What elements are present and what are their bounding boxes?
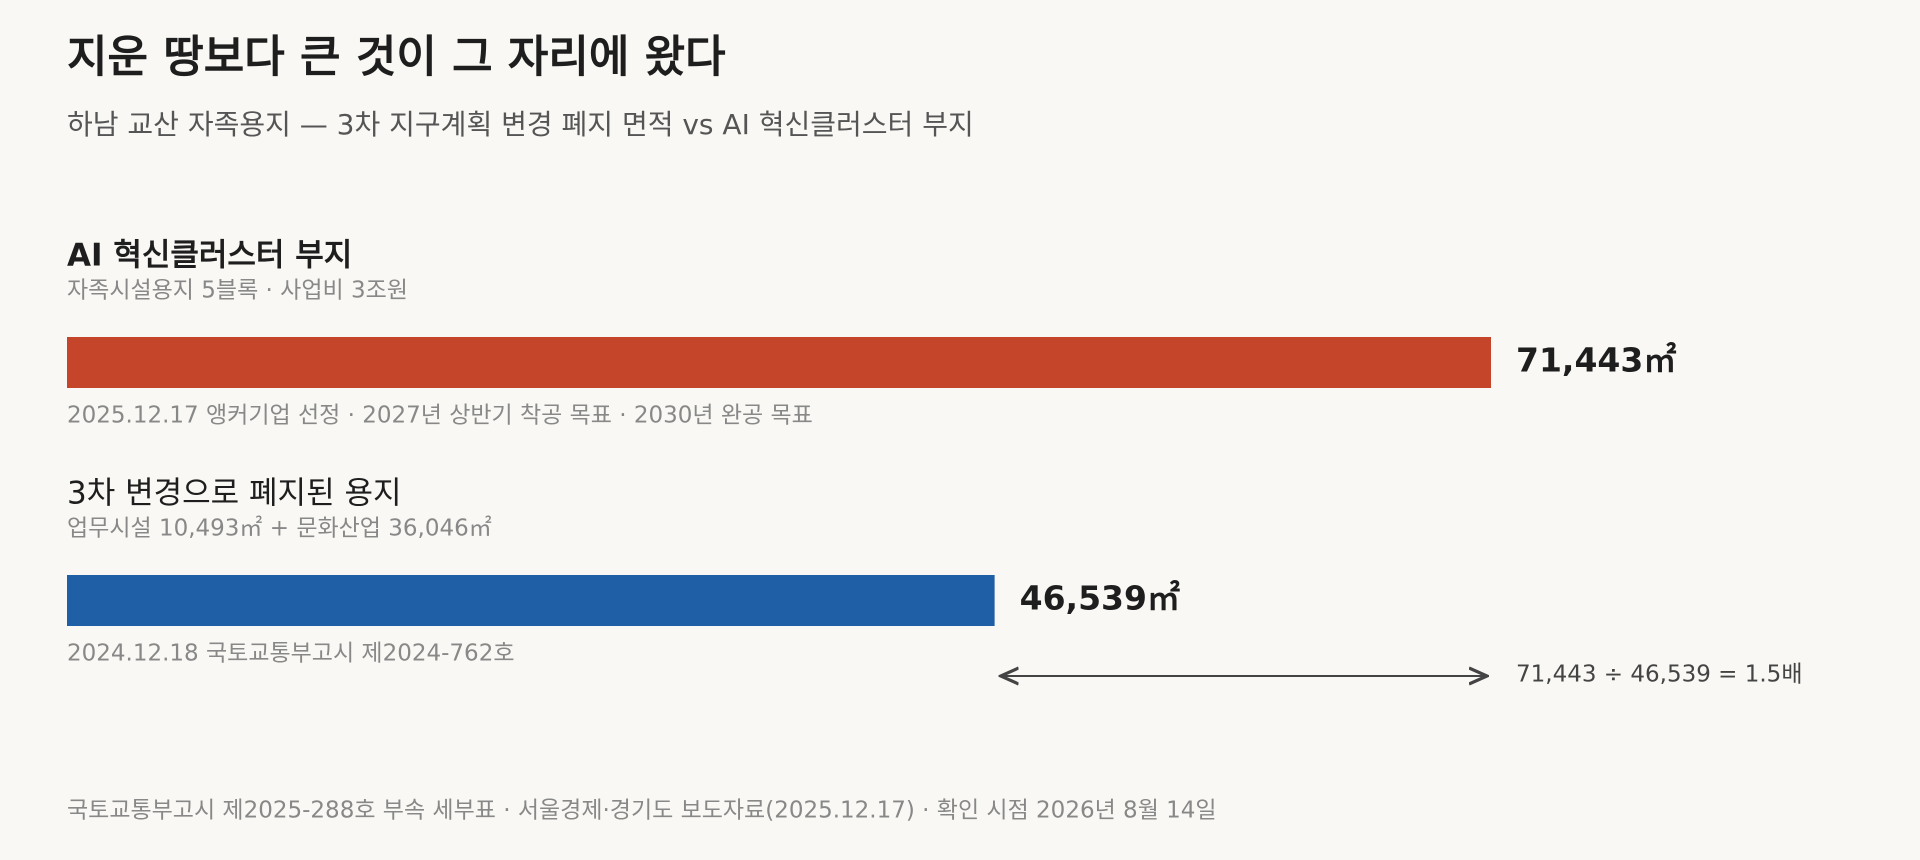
comparison-annotation: 71,443 ÷ 46,539 = 1.5배 (1516, 662, 1802, 688)
bar (67, 337, 1491, 388)
chart-subtitle: 하남 교산 자족용지 — 3차 지구계획 변경 폐지 면적 vs AI 혁신클러… (67, 108, 974, 141)
bar (67, 575, 995, 626)
category-note: 2025.12.17 앵커기업 선정 · 2027년 상반기 착공 목표 · 2… (67, 403, 813, 429)
category-description: 업무시설 10,493㎡ + 문화산업 36,046㎡ (67, 516, 492, 542)
category-note: 2024.12.18 국토교통부고시 제2024-762호 (67, 641, 514, 667)
category-label: AI 혁신클러스터 부지 (67, 238, 352, 274)
category-description: 자족시설용지 5블록 · 사업비 3조원 (67, 278, 408, 304)
value-label: 46,539㎡ (1020, 579, 1180, 618)
category-label: 3차 변경으로 폐지된 용지 (67, 476, 401, 512)
source-note: 국토교통부고시 제2025-288호 부속 세부표 · 서울경제·경기도 보도자… (67, 798, 1217, 824)
chart-title: 지운 땅보다 큰 것이 그 자리에 왔다 (67, 32, 726, 83)
value-label: 71,443㎡ (1516, 341, 1676, 380)
